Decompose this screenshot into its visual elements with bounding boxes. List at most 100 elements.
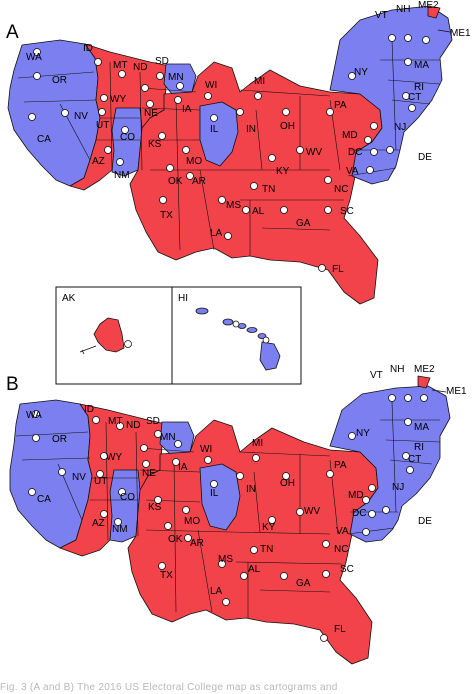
label-b-fl: FL: [334, 624, 346, 635]
panel-b-map: B: [6, 364, 467, 665]
label-la: LA: [210, 228, 223, 239]
dot-ny: [348, 72, 356, 80]
dot-mt: [118, 70, 126, 78]
label-b-mi: MI: [252, 438, 263, 449]
panel-b-regions: [9, 375, 451, 665]
label-b-pa: PA: [334, 460, 347, 471]
label-b-nd: ND: [126, 420, 140, 431]
label-b-va: VA: [336, 526, 349, 537]
label-b-wi: WI: [200, 444, 212, 455]
dot-tx: [159, 196, 167, 204]
label-b-ut: UT: [94, 476, 107, 487]
label-ny: NY: [354, 67, 368, 78]
dot-ca: [28, 113, 36, 121]
alaska-dot: [124, 340, 132, 348]
hawaii-label: HI: [178, 293, 188, 304]
label-wv: WV: [306, 147, 322, 158]
dot-al: [242, 206, 250, 214]
dot-wy: [100, 94, 108, 102]
label-b-wy: WY: [106, 452, 122, 463]
dot-nm: [116, 158, 124, 166]
label-b-al: AL: [248, 564, 261, 575]
panel-b-letter: B: [6, 374, 19, 395]
region-me2-red: [427, 5, 441, 19]
label-tx: TX: [160, 210, 173, 221]
dot-mn: [176, 82, 184, 90]
label-nv: NV: [74, 111, 88, 122]
label-b-nc: NC: [334, 544, 348, 555]
dot-sd: [156, 72, 164, 80]
label-b-nh: NH: [390, 364, 404, 375]
label-md: MD: [342, 130, 358, 141]
dot-ky: [268, 154, 276, 162]
label-b-id: ID: [84, 404, 94, 415]
label-b-ma: MA: [414, 422, 429, 433]
label-b-vt: VT: [370, 370, 383, 381]
label-b-wa: WA: [26, 410, 42, 421]
label-b-ok: OK: [168, 534, 183, 545]
label-b-ms: MS: [218, 554, 233, 565]
dot-ks: [158, 132, 166, 140]
dot-mo: [182, 146, 190, 154]
label-b-ar: AR: [190, 538, 204, 549]
label-ks: KS: [148, 139, 162, 150]
label-me2: ME2: [418, 0, 439, 11]
label-b-mn: MN: [160, 432, 176, 443]
label-b-mt: MT: [108, 416, 122, 427]
region-me2-red-b: [417, 375, 431, 389]
label-b-me2: ME2: [414, 364, 435, 375]
label-il: IL: [210, 124, 219, 135]
dot-or: [33, 72, 41, 80]
label-sd: SD: [155, 56, 169, 67]
dot-co: [121, 126, 129, 134]
label-nj: NJ: [394, 122, 406, 133]
label-b-ks: KS: [148, 502, 162, 513]
label-b-ri: RI: [414, 442, 424, 453]
label-va: VA: [346, 166, 359, 177]
label-b-wv: WV: [304, 506, 320, 517]
dot-nh: [404, 34, 412, 42]
label-ca: CA: [37, 134, 51, 145]
label-in: IN: [246, 124, 256, 135]
label-b-nj: NJ: [392, 482, 404, 493]
label-fl: FL: [332, 264, 344, 275]
label-ct: CT: [408, 92, 421, 103]
label-b-or: OR: [52, 434, 67, 445]
dot-ne: [146, 100, 154, 108]
dot-in: [236, 108, 244, 116]
panel-b-state-dots: [28, 394, 428, 642]
label-b-ky: KY: [262, 522, 276, 533]
label-b-co: CO: [120, 492, 135, 503]
dot-wa: [33, 48, 41, 56]
label-b-tn: TN: [260, 544, 273, 555]
label-b-dc: DC: [352, 508, 366, 519]
dot-mi: [254, 92, 262, 100]
label-al: AL: [252, 206, 265, 217]
dot-nv: [61, 109, 69, 117]
label-wy: WY: [110, 94, 126, 105]
label-me1: ME1: [450, 28, 471, 39]
label-b-la: LA: [210, 586, 223, 597]
label-nm: NM: [114, 170, 130, 181]
label-ia: IA: [182, 104, 192, 115]
label-b-tx: TX: [160, 570, 173, 581]
label-ut: UT: [96, 120, 109, 131]
label-de: DE: [418, 152, 432, 163]
label-co: CO: [120, 132, 135, 143]
label-vt: VT: [375, 10, 388, 21]
figure-caption: Fig. 3 (A and B) The 2016 US Electoral C…: [0, 682, 338, 693]
panel-a-map: A: [6, 0, 471, 305]
dot-ut: [98, 108, 106, 116]
label-b-ct: CT: [408, 454, 421, 465]
dot-ia: [174, 96, 182, 104]
label-pa: PA: [334, 100, 347, 111]
label-or: OR: [52, 75, 67, 86]
panel-a-letter: A: [6, 22, 19, 43]
region-central-red-b: [127, 419, 379, 665]
label-nc: NC: [334, 184, 348, 195]
dot-md: [364, 136, 372, 144]
dot-de: [386, 146, 394, 154]
label-b-mo: MO: [184, 516, 200, 527]
label-b-me1: ME1: [446, 386, 467, 397]
label-ms: MS: [226, 200, 241, 211]
